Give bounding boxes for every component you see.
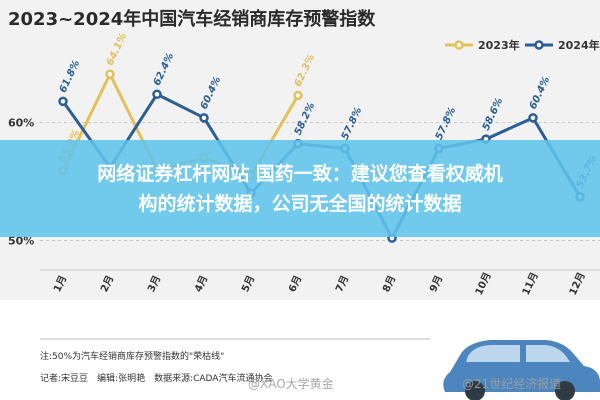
data-point: [199, 113, 209, 123]
x-tick-label: 12月: [567, 270, 588, 297]
x-tick-label: 1月: [51, 274, 69, 294]
legend-label: 2023年: [478, 38, 520, 52]
watermark-left: @XAO大学黄金: [248, 377, 334, 391]
y-tick-label: 60%: [8, 117, 34, 130]
car-illustration: [443, 340, 600, 400]
y-tick-label: 50%: [8, 235, 34, 248]
promo-overlay-banner: 网络证券杠杆网站 国药一致：建议您查看权威机 构的统计数据，公司无全国的统计数据: [0, 140, 600, 237]
overlay-line-1: 网络证券杠杆网站 国药一致：建议您查看权威机: [97, 162, 503, 185]
data-point: [293, 90, 303, 101]
x-tick-label: 11月: [520, 270, 541, 297]
data-point: [105, 69, 115, 79]
x-tick-label: 10月: [473, 270, 494, 297]
x-tick-label: 6月: [286, 274, 304, 294]
x-tick-label: 7月: [333, 274, 351, 294]
x-tick-label: 5月: [239, 274, 257, 294]
x-tick-label: 2月: [98, 274, 116, 294]
x-tick-label: 3月: [145, 274, 163, 294]
legend-swatch-marker: [454, 40, 464, 50]
data-point: [528, 113, 538, 123]
x-tick-label: 8月: [380, 274, 398, 294]
legend-swatch-marker: [534, 40, 544, 50]
legend-label: 2024年: [558, 38, 600, 52]
data-point: [152, 89, 162, 100]
overlay-line-2: 构的统计数据，公司无全国的统计数据: [138, 192, 462, 215]
credits: 记者:宋豆豆 编辑:张明艳 数据来源:CADA汽车流通协会: [40, 372, 272, 384]
data-point: [58, 96, 68, 107]
chart-title: 2023~2024年中国汽车经销商库存预警指数: [8, 8, 376, 30]
watermark-right: @21世纪经济报道: [462, 377, 562, 391]
x-tick-label: 9月: [427, 274, 445, 294]
footnote: 注:50%为汽车经销商库存预警指数的"荣枯线": [40, 350, 224, 362]
x-tick-label: 4月: [192, 274, 210, 294]
